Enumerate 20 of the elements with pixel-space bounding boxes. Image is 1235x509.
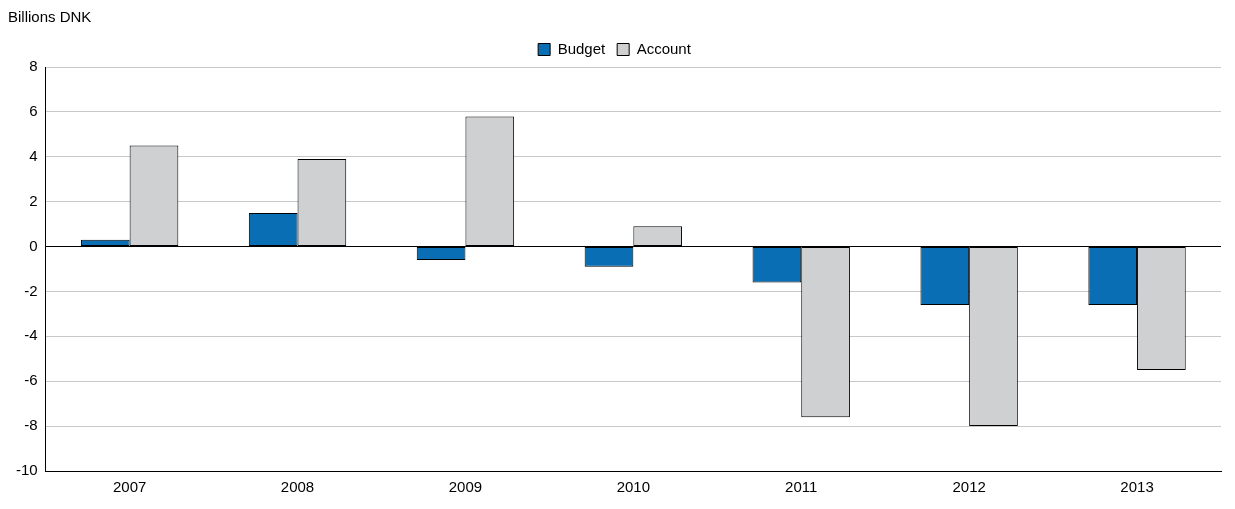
- y-tick-label: -6: [24, 371, 38, 389]
- x-tick-label: 2010: [616, 478, 651, 496]
- y-tick-label: 4: [29, 146, 38, 164]
- x-tick-label: 2007: [112, 478, 147, 496]
- x-tick-label: 2012: [952, 478, 986, 496]
- y-axis-title: Billions DNK: [8, 8, 92, 26]
- x-tick-label: 2009: [448, 478, 483, 496]
- y-tick-label: -2: [24, 281, 38, 299]
- y-tick-label: -4: [24, 326, 38, 344]
- y-tick-label: 0: [29, 236, 38, 254]
- y-tick-label: 2: [29, 191, 38, 209]
- x-tick-label: 2013: [1120, 478, 1154, 496]
- y-tick-label: -10: [15, 461, 38, 479]
- y-tick-label: -8: [24, 416, 38, 434]
- legend-label: Budget: [557, 39, 606, 57]
- legend-label: Account: [636, 39, 692, 57]
- y-tick-label: 8: [29, 57, 38, 75]
- y-tick-label: 6: [29, 102, 38, 120]
- x-tick-label: 2011: [785, 478, 818, 496]
- x-tick-label: 2008: [280, 478, 315, 496]
